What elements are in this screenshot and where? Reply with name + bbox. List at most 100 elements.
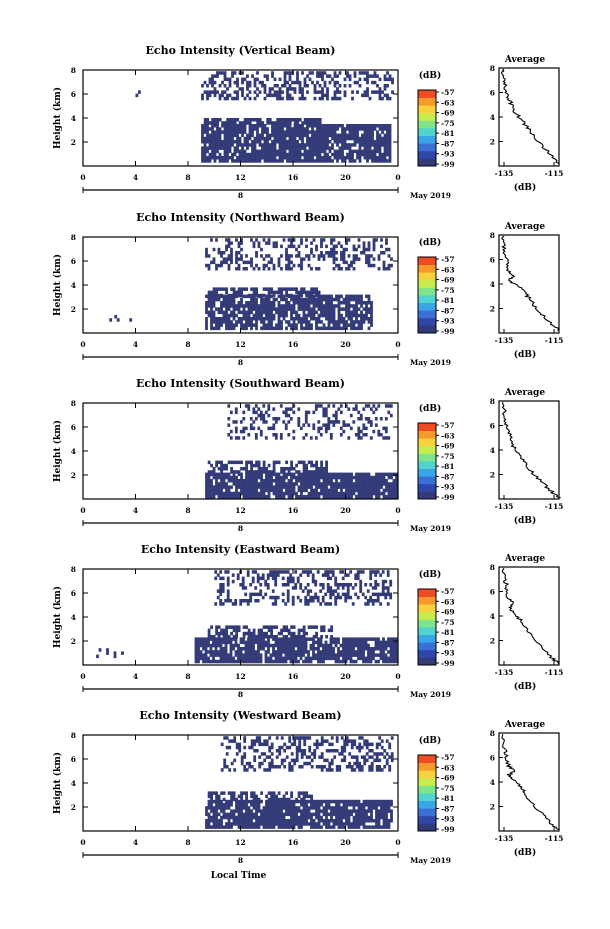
heatmap-cell: [227, 656, 230, 661]
heatmap-cell: [364, 404, 368, 408]
heatmap-cell: [208, 80, 212, 85]
heatmap-cell: [300, 257, 303, 261]
heatmap-cell: [320, 470, 323, 474]
heatmap-cell: [315, 485, 318, 489]
heatmap-cell: [355, 819, 358, 823]
heatmap-cell: [262, 640, 265, 645]
heatmap-cell: [228, 118, 232, 122]
heatmap-cell: [228, 124, 232, 128]
heatmap-cell: [341, 156, 344, 160]
heatmap-cell: [285, 467, 288, 471]
heatmap-cell: [270, 320, 273, 324]
heatmap-cell: [262, 812, 266, 817]
heatmap-cell: [231, 71, 234, 75]
heatmap-cell: [381, 124, 384, 128]
heatmap-cell: [230, 301, 233, 305]
heatmap-cell: [233, 146, 237, 150]
heatmap-cell: [273, 127, 277, 131]
heatmap-cell: [280, 488, 283, 493]
heatmap-cell: [232, 290, 236, 295]
heatmap-cell: [258, 133, 262, 138]
heatmap-cell: [367, 263, 371, 268]
heatmap-cell: [326, 602, 330, 606]
heatmap-cell: [245, 320, 248, 324]
heatmap-cell: [286, 589, 290, 593]
heatmap-cell: [287, 479, 291, 483]
heatmap-cell: [362, 799, 366, 804]
heatmap-cell: [211, 146, 214, 150]
heatmap-cell: [362, 251, 366, 255]
heatmap-cell: [341, 159, 344, 163]
heatmap-cell: [248, 152, 252, 157]
heatmap-cell: [316, 90, 319, 94]
heatmap-cell: [232, 304, 236, 308]
heatmap-cell: [296, 124, 299, 128]
heatmap-cell: [303, 121, 307, 125]
heatmap-cell: [286, 595, 290, 600]
heatmap-cell: [242, 625, 246, 629]
heatmap-cell: [386, 84, 389, 88]
heatmap-cell: [245, 812, 248, 817]
heatmap-cell: [340, 294, 343, 299]
heatmap-cell: [285, 628, 288, 633]
heatmap-cell: [322, 650, 325, 654]
heatmap-cell: [254, 637, 258, 641]
heatmap-cell: [350, 491, 353, 496]
heatmap-cell: [245, 809, 248, 813]
heatmap-cell: [210, 635, 213, 639]
heatmap-cell: [367, 294, 371, 299]
heatmap-cell: [229, 410, 233, 415]
colorbar-segment: [418, 649, 436, 658]
heatmap-cell: [381, 143, 384, 147]
heatmap-cell: [267, 472, 271, 477]
heatmap-cell: [305, 323, 308, 327]
heatmap-cell: [223, 130, 227, 134]
heatmap-cell: [230, 825, 233, 829]
heatmap-cell: [342, 803, 346, 807]
heatmap-cell: [353, 739, 357, 743]
heatmap-cell: [210, 307, 213, 311]
heatmap-cell: [392, 479, 396, 483]
heatmap-cell: [299, 650, 303, 654]
heatmap-cell: [236, 84, 239, 88]
heatmap-cell: [316, 152, 319, 157]
heatmap-cell: [337, 482, 341, 486]
heatmap-cell: [220, 479, 223, 483]
heatmap-cell: [230, 791, 233, 795]
heatmap-cell: [216, 124, 219, 128]
heatmap-cell: [389, 404, 393, 408]
heatmap-cell: [332, 238, 336, 242]
heatmap-cell: [293, 124, 297, 128]
heatmap-cell: [374, 579, 378, 584]
heatmap-cell: [307, 301, 311, 305]
heatmap-cell: [205, 294, 208, 299]
heatmap-cell: [253, 124, 257, 128]
heatmap-cell: [300, 628, 303, 633]
heatmap-cell: [267, 822, 271, 826]
heatmap-cell: [369, 573, 373, 577]
heatmap-cell: [243, 130, 247, 134]
heatmap-cell: [229, 436, 233, 440]
heatmap-cell: [232, 460, 236, 465]
heatmap-cell: [207, 822, 211, 826]
colorbar-tick-label: -93: [441, 483, 455, 492]
heatmap-cell: [290, 799, 293, 804]
heatmap-cell: [351, 130, 354, 134]
heatmap-cell: [317, 475, 321, 480]
heatmap-cell: [240, 794, 243, 799]
heatmap-cell: [213, 93, 217, 98]
heatmap-cell: [356, 133, 359, 138]
x-tick-label: 4: [133, 506, 138, 515]
heatmap-cell: [312, 472, 316, 477]
heatmap-cell: [310, 815, 313, 820]
heatmap-cell: [262, 491, 266, 496]
heatmap-cell: [237, 825, 241, 829]
heatmap-cell: [220, 485, 223, 489]
heatmap-cell: [305, 803, 308, 807]
heatmap-cell: [285, 797, 288, 802]
heatmap-cell: [217, 323, 221, 327]
heatmap-cell: [262, 637, 265, 641]
heatmap-cell: [291, 579, 295, 584]
heatmap-cell: [311, 149, 314, 154]
heatmap-cell: [337, 822, 341, 826]
